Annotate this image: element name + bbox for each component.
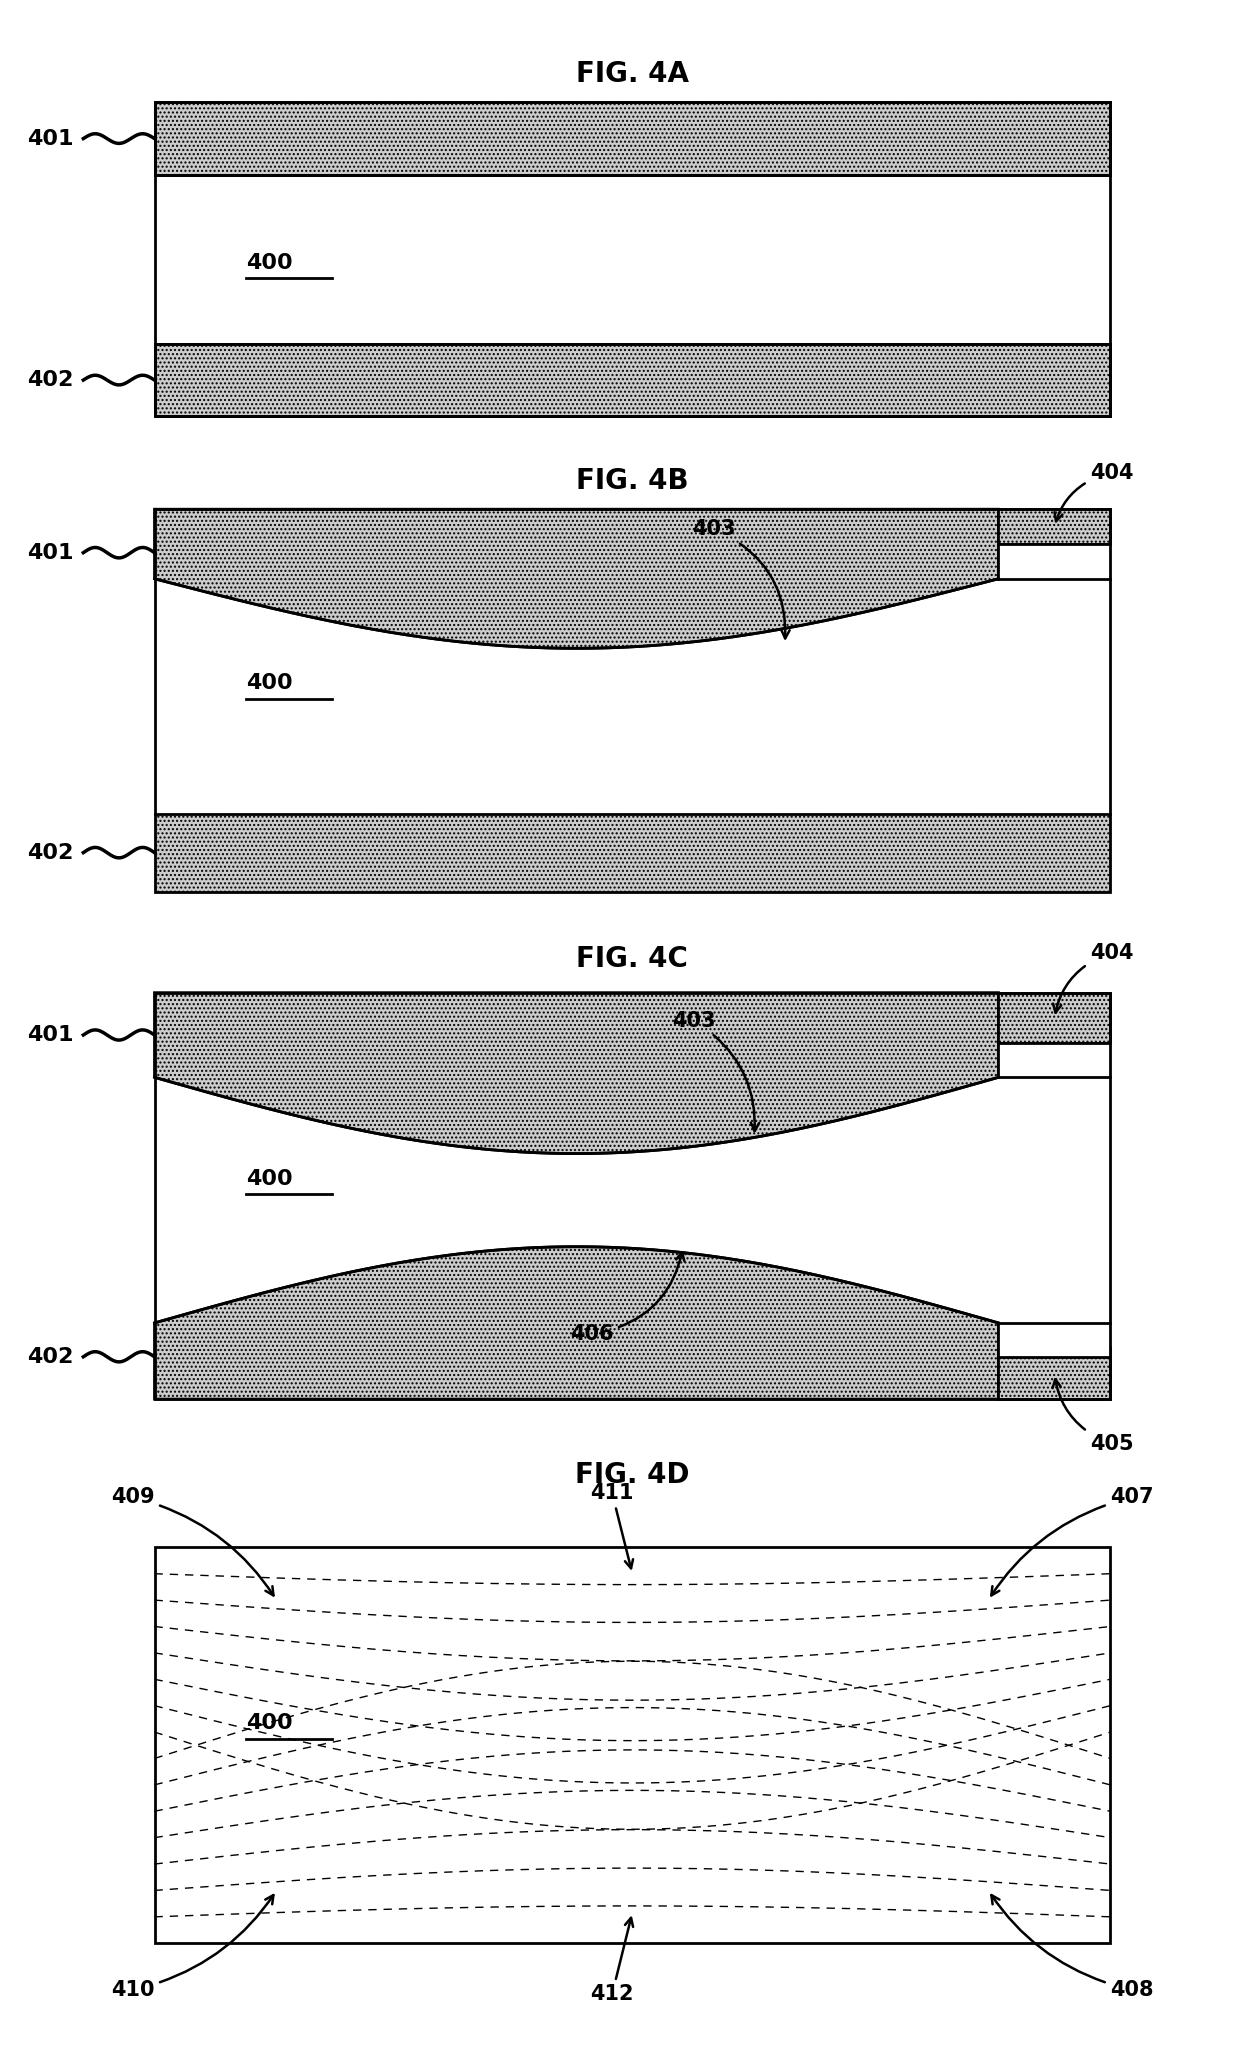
Bar: [155, 1548, 1110, 1944]
Bar: [155, 994, 1110, 1399]
Text: 409: 409: [110, 1488, 274, 1596]
Text: 402: 402: [27, 842, 73, 863]
Bar: [155, 101, 1110, 416]
Text: 400: 400: [246, 673, 293, 693]
Text: FIG. 4D: FIG. 4D: [575, 1461, 689, 1488]
Polygon shape: [155, 994, 998, 1153]
Bar: [155, 814, 1110, 892]
Text: 401: 401: [27, 128, 73, 149]
Bar: [998, 544, 1110, 580]
Text: FIG. 4A: FIG. 4A: [575, 60, 689, 89]
Text: 410: 410: [112, 1894, 273, 2000]
Text: FIG. 4B: FIG. 4B: [577, 468, 688, 495]
Text: 401: 401: [27, 1025, 73, 1045]
Text: 412: 412: [590, 1917, 634, 2004]
Text: 403: 403: [672, 1010, 759, 1130]
Text: 404: 404: [1054, 464, 1133, 522]
Text: 404: 404: [1053, 942, 1133, 1012]
Text: 407: 407: [991, 1488, 1153, 1596]
Bar: [998, 509, 1110, 544]
Text: 402: 402: [27, 1348, 73, 1366]
Text: 411: 411: [590, 1482, 634, 1569]
Bar: [998, 1043, 1110, 1076]
Text: 406: 406: [570, 1252, 684, 1343]
Polygon shape: [155, 509, 998, 648]
Text: 401: 401: [27, 542, 73, 563]
Bar: [998, 1323, 1110, 1356]
Text: 400: 400: [246, 1714, 293, 1733]
Text: FIG. 4C: FIG. 4C: [577, 944, 688, 973]
Bar: [155, 509, 1110, 892]
Text: 400: 400: [246, 1170, 293, 1188]
Text: 405: 405: [1053, 1379, 1133, 1453]
Text: 402: 402: [27, 371, 73, 389]
Text: 400: 400: [246, 253, 293, 273]
Bar: [155, 101, 1110, 174]
Bar: [998, 994, 1110, 1043]
Polygon shape: [155, 1246, 998, 1399]
Bar: [998, 1348, 1110, 1399]
Text: 403: 403: [692, 520, 790, 638]
Bar: [155, 344, 1110, 416]
Text: 408: 408: [992, 1894, 1153, 2000]
